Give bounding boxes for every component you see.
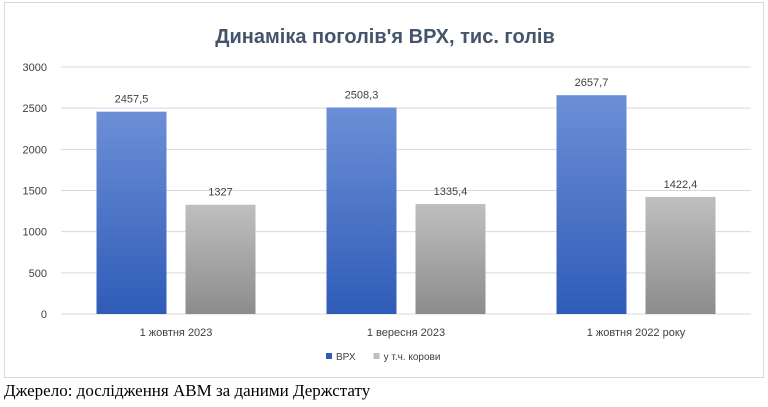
data-label: 2657,7 (575, 77, 609, 89)
legend: ВРХ у т.ч. корови (326, 352, 440, 363)
bar-korovy (185, 204, 256, 314)
y-axis-ticks: 0 500 1000 1500 2000 2500 3000 (23, 62, 47, 321)
bars (96, 95, 716, 314)
bar-korovy (645, 196, 716, 314)
legend-label: ВРХ (336, 352, 356, 363)
y-tick-label: 1000 (23, 227, 47, 239)
y-tick-label: 3000 (23, 62, 47, 74)
bar-vrh (326, 107, 397, 314)
bar-vrh (556, 95, 627, 314)
chart-area: Динаміка поголів'я ВРХ, тис. голів 0 500 1… (4, 2, 764, 378)
bar-korovy (415, 204, 486, 314)
y-tick-label: 1500 (23, 186, 47, 198)
x-category-label: 1 жовтня 2023 (140, 327, 213, 339)
data-label: 2508,3 (345, 89, 379, 101)
legend-swatch (373, 353, 380, 359)
chart-svg: Динаміка поголів'я ВРХ, тис. голів 0 500 1… (23, 26, 751, 363)
y-tick-label: 500 (29, 268, 47, 280)
x-category-label: 1 жовтня 2022 року (587, 327, 686, 339)
y-tick-label: 2500 (23, 103, 47, 115)
chart-title: Динаміка поголів'я ВРХ, тис. голів (215, 26, 555, 48)
legend-label: у т.ч. корови (384, 352, 441, 363)
data-label: 2457,5 (115, 94, 149, 106)
data-label: 1327 (208, 187, 232, 199)
data-labels: 2457,5 1327 2508,3 1335,4 2657,7 1422,4 (115, 77, 698, 199)
y-tick-label: 2000 (23, 144, 47, 156)
x-category-label: 1 вересня 2023 (367, 327, 445, 339)
x-axis-categories: 1 жовтня 2023 1 вересня 2023 1 жовтня 2022… (140, 327, 686, 339)
bar-vrh (96, 111, 167, 314)
gridlines (61, 66, 751, 315)
data-label: 1335,4 (434, 186, 468, 198)
y-tick-label: 0 (41, 309, 47, 321)
source-caption: Джерело: дослідження АВМ за даними Держс… (4, 381, 371, 400)
data-label: 1422,4 (664, 179, 698, 191)
legend-swatch (326, 353, 332, 359)
